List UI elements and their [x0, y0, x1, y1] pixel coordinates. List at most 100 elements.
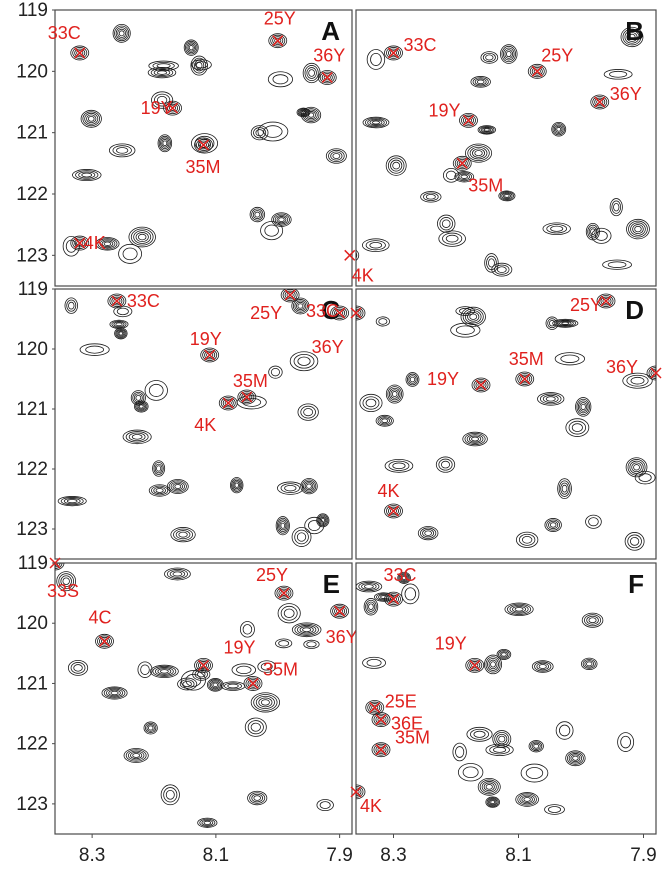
contour-peak [401, 583, 420, 605]
peak-cross-marker [222, 397, 234, 409]
x-tick-label: 8.3 [79, 845, 105, 866]
contour-peak [275, 638, 293, 649]
contour-peak [397, 571, 411, 584]
contour-peak [590, 94, 610, 110]
contour-peak [123, 748, 149, 763]
assignment-label-33c: 33C [404, 35, 437, 55]
contour-peak [191, 59, 212, 71]
contour-peaks [62, 23, 347, 264]
contour-peak [575, 397, 592, 417]
contour-peak [466, 726, 493, 742]
peak-cross-marker [375, 744, 387, 756]
peak-cross-marker [197, 659, 210, 671]
contour-peak [385, 384, 404, 404]
contour-peak [470, 76, 491, 88]
contour-peak [500, 44, 518, 64]
assignment-label-36y: 36Y [326, 627, 358, 647]
contour-peak [164, 567, 191, 581]
contour-peak [200, 347, 220, 363]
y-tick-label: 120 [16, 61, 48, 82]
peak-cross-marker [247, 677, 259, 689]
contour-peak [303, 639, 320, 649]
peak-cross-marker [469, 659, 481, 671]
peak-cross-marker [600, 295, 612, 307]
peak-cross-marker [241, 391, 253, 403]
contour-peak [450, 322, 481, 338]
peak-cross-marker [74, 237, 86, 249]
panel-a: 33C 25Y 36Y 19Y 35M 4K A [48, 9, 353, 287]
x-tick-label: 7.9 [630, 845, 656, 866]
panel-d: 25Y 33C 36Y 19Y 35M 4K D [306, 288, 662, 560]
contour-peak [356, 580, 383, 593]
contour-peak [231, 663, 257, 677]
contour-peak [371, 712, 391, 727]
contour-peak [330, 603, 350, 619]
contour-peak [634, 470, 656, 485]
contour-peak [498, 190, 516, 202]
assignment-label-25y: 25Y [250, 303, 282, 323]
contour-peak [274, 585, 294, 601]
contour-peak [237, 389, 257, 405]
contour-peak [95, 633, 114, 649]
assignment-label-25y: 25Y [541, 45, 573, 65]
peak-cross-marker [321, 71, 333, 83]
contour-peak [366, 49, 386, 70]
peak-cross-marker [334, 307, 346, 319]
contour-peaks [55, 563, 350, 828]
contour-peak [134, 400, 149, 413]
contour-peak [160, 784, 180, 806]
assignment-label-4c: 4C [89, 607, 112, 627]
contour-peak [596, 293, 616, 309]
contour-peak [485, 743, 514, 756]
x-tick-label: 8.3 [380, 845, 406, 866]
contour-peak [484, 654, 503, 675]
contour-peak [459, 113, 478, 128]
assignment-label-25y: 25Y [256, 565, 288, 585]
contour-peak [57, 496, 87, 507]
contour-peak [122, 429, 152, 445]
contour-peak [565, 418, 590, 437]
assignment-label-35m: 35M [233, 371, 268, 391]
y-tick-label: 123 [16, 519, 48, 540]
contour-peak [565, 750, 586, 767]
assignment-label-36y: 36Y [312, 337, 344, 357]
contour-peak [515, 792, 539, 807]
contour-peak [552, 318, 579, 328]
contour-peak [375, 414, 394, 427]
assignment-label-33c: 33C [384, 565, 417, 585]
contour-peaks [356, 571, 635, 815]
panel-letter-label: D [625, 295, 644, 325]
peak-cross-marker [272, 35, 284, 47]
panel-e: 25Y 33S 4C 36Y 19Y 35M E [47, 557, 358, 835]
contour-peaks [356, 293, 656, 551]
contour-peak [108, 143, 136, 158]
peak-cross-marker [334, 605, 346, 617]
contour-peak [385, 155, 407, 176]
contour-peak [148, 484, 171, 497]
contour-peak [420, 191, 442, 203]
y-tick-label: 122 [16, 184, 48, 205]
panel-c: 33C 25Y 36Y 19Y 35M 4K C [54, 288, 353, 560]
assignment-label-33s: 33S [47, 581, 79, 601]
contour-peak [152, 460, 166, 477]
contour-peak [275, 516, 290, 536]
contour-peak [581, 612, 604, 628]
contour-peak [555, 721, 574, 740]
contour-peak [485, 796, 500, 808]
contour-peak [452, 155, 472, 171]
contour-peak [291, 622, 322, 638]
contour-peak [452, 742, 467, 762]
assignment-label-36y: 36Y [606, 357, 638, 377]
contour-peak [435, 456, 456, 473]
y-tick-label: 121 [16, 123, 48, 144]
assignment-label-4k: 4K [378, 481, 400, 501]
assignment-label-19y: 19Y [429, 100, 461, 120]
y-tick-label: 121 [16, 673, 48, 694]
contour-peak [438, 230, 466, 247]
contour-peak [112, 23, 131, 43]
contour-peak [101, 686, 128, 700]
contour-peak [384, 503, 403, 519]
contour-peak [268, 33, 288, 49]
contour-peak [361, 238, 390, 253]
contour-peak [480, 51, 499, 64]
